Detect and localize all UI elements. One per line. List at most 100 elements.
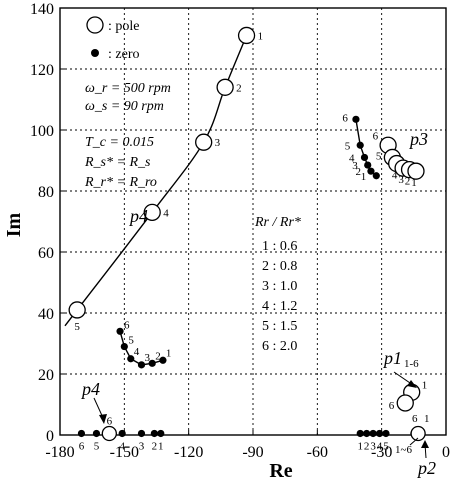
point-label: 5 [74, 321, 80, 333]
zero-marker [367, 167, 375, 175]
series-8 [410, 425, 426, 442]
param-tc: T_c = 0.015 [85, 135, 154, 150]
zero-marker [352, 115, 360, 123]
pole-marker [101, 425, 117, 442]
label-p1: p1 [382, 348, 402, 368]
pole-marker [195, 133, 213, 151]
pole-marker [407, 162, 425, 180]
zero-marker [77, 429, 86, 438]
param-wr: ω_r = 500 rpm [85, 81, 171, 96]
point-label: 6 [107, 415, 113, 427]
zero-marker [364, 161, 372, 169]
point-label: 5 [376, 150, 382, 162]
point-label: 1 [422, 379, 428, 391]
zero-marker [157, 429, 165, 438]
point-label: 1 [158, 440, 164, 452]
point-label: 1 [411, 177, 417, 189]
point-label: 1 [166, 347, 172, 359]
param-rr: R_r* = R_ro [84, 175, 157, 190]
label-p4-upper: p4 [128, 206, 148, 226]
ratio-row-3: 3 : 1.0 [262, 279, 297, 294]
series-line [64, 35, 248, 327]
pole-marker [143, 203, 161, 222]
series-4: 16 [389, 379, 427, 412]
zero-marker [159, 356, 167, 364]
y-tick-label: 140 [30, 1, 54, 18]
point-label: 6 [79, 440, 85, 452]
zero-marker [127, 355, 135, 363]
y-tick-label: 60 [38, 245, 54, 262]
y-axis-title: Im [3, 212, 25, 237]
y-tick-label: 20 [38, 367, 54, 384]
label-zero-1: 1 [424, 413, 430, 425]
point-label: 6 [342, 112, 348, 124]
x-tick-label: 0 [442, 444, 450, 461]
point-label: 3 [144, 352, 150, 364]
series-0: 1 2 3 4 5 [64, 26, 264, 333]
y-tick-label: 40 [38, 306, 54, 323]
legend-pole-marker [86, 16, 104, 34]
pole-marker [396, 394, 414, 412]
series-1: 6 54 3 2 1 [373, 130, 425, 189]
zero-marker [120, 342, 128, 351]
zero-marker [148, 359, 156, 367]
y-tick-label: 80 [38, 184, 54, 201]
zero-marker [360, 153, 369, 162]
zero-marker [356, 141, 364, 149]
ratio-row-2: 2 : 0.8 [262, 259, 297, 274]
ratio-row-4: 4 : 1.2 [262, 299, 297, 314]
point-label: 3 [215, 137, 221, 149]
point-label: 5 [94, 440, 100, 452]
pole-marker [237, 26, 256, 45]
point-label: 2 [364, 440, 370, 452]
x-tick-label: -90 [242, 444, 263, 461]
tick-labels: -180 -150 -120 -90 -60 -30 0 0 20 40 60 80 100 120 140 [30, 1, 450, 461]
y-tick-label: 0 [46, 428, 54, 445]
ratio-row-5: 5 : 1.5 [262, 319, 297, 334]
point-label: 3 [398, 174, 404, 186]
point-label: 6 [373, 130, 379, 142]
label-p3: p3 [408, 129, 428, 149]
zero-marker [150, 429, 158, 438]
zero-marker [375, 429, 384, 438]
legend-pole-label: : pole [108, 19, 140, 34]
zero-marker [118, 429, 126, 438]
zero-marker [372, 172, 380, 180]
point-label: 2 [152, 440, 158, 452]
legend-zero-marker [91, 49, 99, 57]
zero-marker [356, 429, 364, 438]
label-zero-16: 1~6 [395, 444, 412, 456]
legend-zero-label: : zero [108, 47, 139, 62]
param-rs: R_s* = R_s [84, 155, 151, 170]
point-label: 2 [236, 82, 242, 94]
zero-marker [116, 327, 124, 335]
arrow-zero-16 [409, 437, 419, 446]
point-label: 2 [155, 350, 161, 362]
plot-frame [59, 7, 447, 436]
ratio-header: Rr / Rr* [254, 215, 301, 230]
point-label: 5 [128, 335, 134, 347]
param-ws: ω_s = 90 rpm [85, 99, 164, 114]
point-label: 4 [134, 346, 140, 358]
zero-marker [137, 429, 146, 438]
annotations: p3 p4 p4 p1 1-6 p2 6 1 1~6 [80, 129, 436, 478]
label-p2: p2 [416, 458, 436, 478]
x-axis-title: Re [269, 460, 292, 482]
ratio-row-6: 6 : 2.0 [262, 339, 297, 354]
x-tick-label: -150 [110, 444, 139, 461]
arrowhead-p2 [421, 440, 429, 448]
x-tick-label: -180 [45, 444, 74, 461]
parameter-block: ω_r = 500 rpm ω_s = 90 rpm T_c = 0.015 R… [84, 81, 171, 190]
point-label: 4 [163, 207, 169, 219]
x-tick-label: -60 [307, 444, 328, 461]
point-label: 1 [361, 171, 367, 183]
pole-marker [216, 78, 234, 96]
point-label: 1 [258, 30, 264, 42]
label-p1-sub: 1-6 [404, 358, 419, 370]
pole-marker [68, 301, 86, 319]
point-label: 3 [370, 440, 376, 452]
point-label: 2 [405, 176, 411, 188]
